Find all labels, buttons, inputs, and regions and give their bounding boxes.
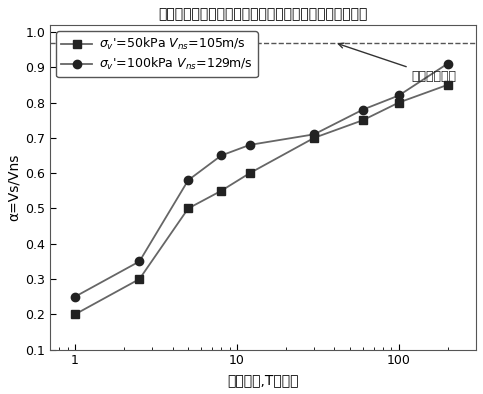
$\sigma_v$'=50kPa $V_{ns}$=105m/s <box>218 188 224 193</box>
$\sigma_v$'=100kPa $V_{ns}$=129m/s <box>137 259 142 264</box>
$\sigma_v$'=100kPa $V_{ns}$=129m/s <box>311 132 317 137</box>
$\sigma_v$'=100kPa $V_{ns}$=129m/s <box>396 93 402 98</box>
$\sigma_v$'=100kPa $V_{ns}$=129m/s <box>72 294 78 299</box>
Text: 主固结完成线: 主固结完成线 <box>339 43 456 83</box>
$\sigma_v$'=50kPa $V_{ns}$=105m/s <box>185 206 191 211</box>
$\sigma_v$'=100kPa $V_{ns}$=129m/s <box>360 107 366 112</box>
Line: $\sigma_v$'=50kPa $V_{ns}$=105m/s: $\sigma_v$'=50kPa $V_{ns}$=105m/s <box>71 81 452 318</box>
$\sigma_v$'=50kPa $V_{ns}$=105m/s <box>247 171 253 175</box>
Title: 以温州的围垦区淤泥质土为例，以温州正常固结土为对照: 以温州的围垦区淤泥质土为例，以温州正常固结土为对照 <box>158 7 368 21</box>
$\sigma_v$'=50kPa $V_{ns}$=105m/s <box>360 118 366 123</box>
Legend: $\sigma_v$'=50kPa $V_{ns}$=105m/s, $\sigma_v$'=100kPa $V_{ns}$=129m/s: $\sigma_v$'=50kPa $V_{ns}$=105m/s, $\sig… <box>56 31 257 77</box>
$\sigma_v$'=50kPa $V_{ns}$=105m/s <box>137 277 142 281</box>
$\sigma_v$'=50kPa $V_{ns}$=105m/s <box>311 136 317 140</box>
$\sigma_v$'=50kPa $V_{ns}$=105m/s <box>396 100 402 105</box>
$\sigma_v$'=100kPa $V_{ns}$=129m/s <box>445 61 451 66</box>
$\sigma_v$'=100kPa $V_{ns}$=129m/s <box>218 153 224 158</box>
$\sigma_v$'=100kPa $V_{ns}$=129m/s <box>247 143 253 147</box>
$\sigma_v$'=50kPa $V_{ns}$=105m/s <box>445 82 451 87</box>
Line: $\sigma_v$'=100kPa $V_{ns}$=129m/s: $\sigma_v$'=100kPa $V_{ns}$=129m/s <box>71 59 452 301</box>
Y-axis label: α=Vs/Vns: α=Vs/Vns <box>7 154 21 221</box>
X-axis label: 加固时间,T（天）: 加固时间,T（天） <box>227 373 299 387</box>
$\sigma_v$'=100kPa $V_{ns}$=129m/s <box>185 178 191 182</box>
$\sigma_v$'=50kPa $V_{ns}$=105m/s <box>72 312 78 317</box>
